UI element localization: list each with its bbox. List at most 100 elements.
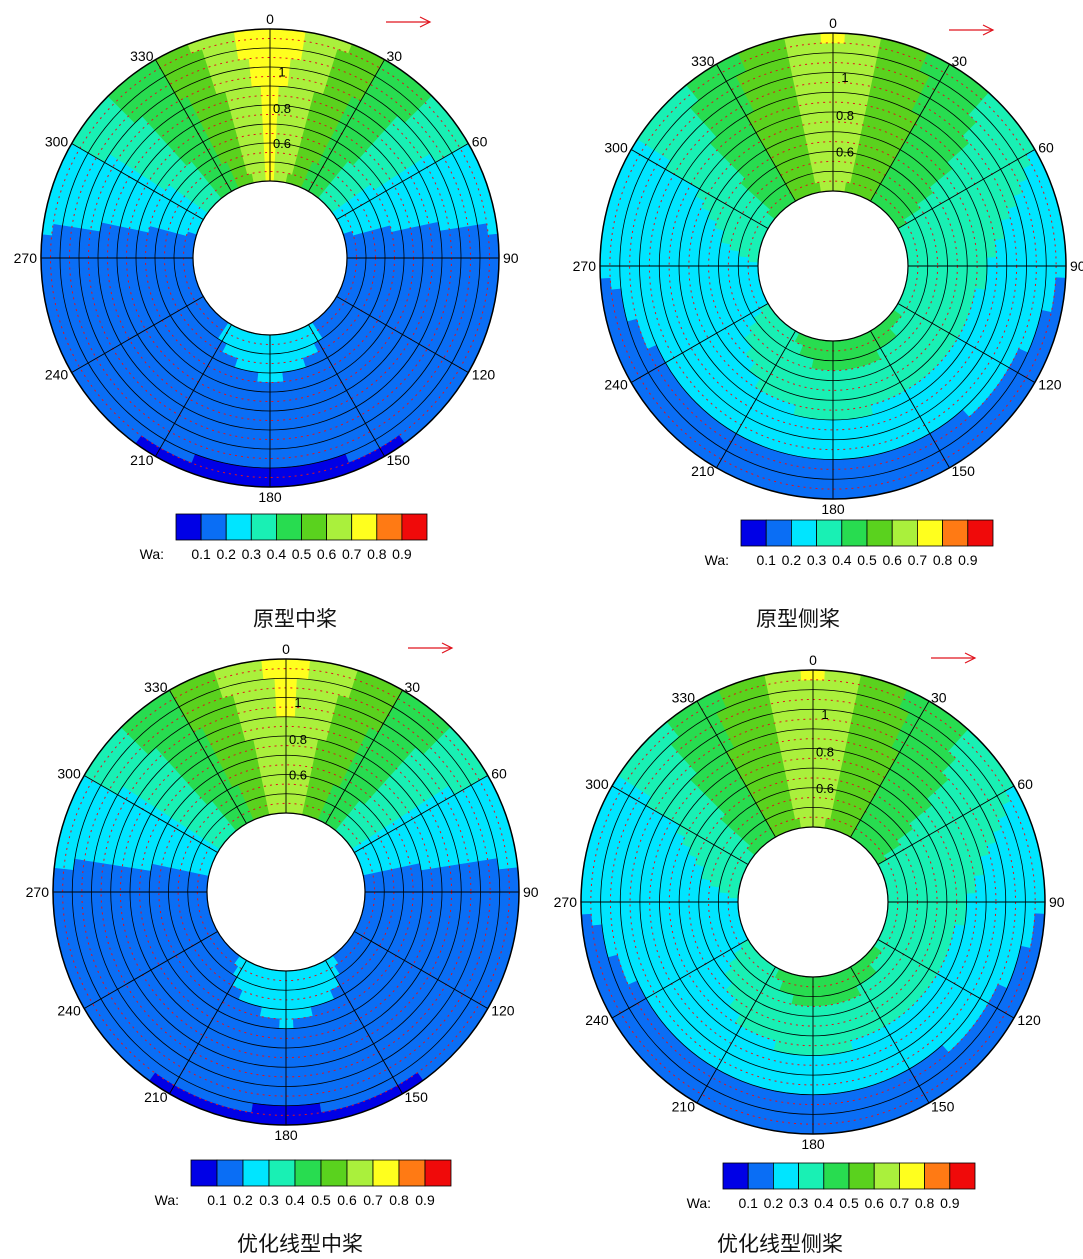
contour-cell bbox=[289, 446, 302, 458]
contour-cell bbox=[285, 1028, 294, 1039]
contour-cell bbox=[173, 252, 184, 259]
contour-cell bbox=[374, 886, 385, 893]
contour-cell bbox=[797, 43, 812, 56]
angle-label: 300 bbox=[604, 140, 628, 156]
contour-cell bbox=[251, 85, 262, 97]
contour-cell bbox=[851, 73, 864, 85]
contour-cell bbox=[239, 67, 252, 80]
contour-cell bbox=[129, 875, 141, 885]
contour-cell bbox=[459, 267, 471, 280]
contour-cell bbox=[1045, 265, 1057, 278]
colorbar-tick-label: 0.4 bbox=[832, 552, 852, 568]
contour-cell bbox=[412, 877, 423, 886]
contour-cell bbox=[927, 260, 938, 267]
contour-cell bbox=[820, 488, 834, 500]
colorbar-swatch bbox=[225, 513, 252, 541]
colorbar-tick-label: 0.1 bbox=[191, 546, 211, 562]
contour-cell bbox=[844, 33, 858, 45]
contour-cell bbox=[149, 898, 160, 907]
contour-cell bbox=[467, 278, 480, 292]
contour-cell bbox=[854, 43, 869, 56]
grid-spoke bbox=[716, 63, 796, 202]
contour-cell bbox=[678, 257, 690, 267]
contour-cell bbox=[619, 243, 632, 256]
contour-cell bbox=[440, 266, 452, 278]
contour-cell bbox=[689, 279, 701, 289]
contour-cell bbox=[277, 400, 287, 412]
contour-cell bbox=[403, 891, 414, 899]
contour-cell bbox=[269, 372, 277, 383]
contour-cell bbox=[278, 1028, 287, 1039]
colorbar-swatch bbox=[175, 513, 202, 541]
colorbar-swatch bbox=[250, 513, 277, 541]
contour-cell bbox=[609, 254, 621, 267]
contour-cell bbox=[639, 275, 651, 287]
contour-cell bbox=[98, 274, 110, 286]
contour-cell bbox=[274, 343, 281, 355]
contour-cell bbox=[431, 239, 443, 250]
contour-cell bbox=[708, 271, 720, 280]
contour-cell bbox=[88, 238, 100, 250]
contour-cell bbox=[440, 238, 452, 250]
contour-cell bbox=[269, 382, 278, 393]
contour-cell bbox=[412, 884, 424, 893]
contour-cell bbox=[994, 238, 1007, 250]
contour-cell bbox=[393, 885, 404, 893]
contour-cell bbox=[177, 891, 189, 898]
contour-cell bbox=[421, 876, 433, 886]
contour-cell bbox=[737, 265, 749, 272]
contour-cell bbox=[842, 458, 855, 470]
contour-cell bbox=[688, 258, 700, 267]
contour-cell bbox=[852, 456, 866, 469]
contour-cell bbox=[59, 235, 71, 248]
contour-cell bbox=[1014, 284, 1026, 297]
contour-cell bbox=[40, 269, 53, 283]
contour-cell bbox=[825, 121, 834, 133]
contour-cell bbox=[668, 257, 680, 267]
contour-cell bbox=[421, 240, 433, 251]
angle-label: 30 bbox=[387, 48, 403, 64]
contour-cell bbox=[842, 448, 854, 460]
contour-cell bbox=[280, 38, 294, 50]
outer-border bbox=[599, 32, 1067, 500]
angle-label: 210 bbox=[691, 463, 715, 479]
colorbar-swatch bbox=[891, 519, 918, 547]
contour-cell bbox=[402, 235, 414, 245]
contour-cell bbox=[97, 257, 109, 268]
contour-cell bbox=[107, 240, 119, 251]
contour-cell bbox=[247, 457, 260, 469]
contour-cell bbox=[600, 277, 612, 291]
contour-cell bbox=[824, 111, 834, 123]
contour-cell bbox=[78, 267, 90, 279]
contour-cell bbox=[650, 283, 662, 296]
contour-cell bbox=[422, 884, 433, 893]
angle-label: 0 bbox=[829, 15, 837, 31]
grid-spoke bbox=[630, 303, 769, 383]
contour-cell bbox=[78, 257, 90, 269]
contour-cell bbox=[139, 884, 150, 893]
contour-cell bbox=[439, 275, 451, 287]
contour-cell bbox=[846, 398, 856, 410]
contour-cell bbox=[278, 85, 289, 97]
contour-cell bbox=[996, 265, 1008, 276]
contour-cell bbox=[995, 274, 1007, 285]
contour-cell bbox=[285, 783, 292, 795]
contour-cell bbox=[257, 142, 265, 154]
contour-cell bbox=[245, 105, 256, 117]
flow-arrow bbox=[386, 16, 432, 28]
contour-cell bbox=[278, 1018, 287, 1030]
contour-cell bbox=[813, 82, 825, 94]
contour-cell bbox=[249, 66, 261, 78]
contour-cell bbox=[258, 38, 271, 49]
contour-cell bbox=[808, 487, 822, 499]
contour-cell bbox=[955, 244, 967, 254]
contour-cell bbox=[439, 229, 451, 241]
contour-cell bbox=[488, 245, 500, 259]
contour-cell bbox=[187, 891, 198, 898]
contour-cell bbox=[826, 380, 834, 391]
contour-cell bbox=[832, 429, 843, 441]
contour-cell bbox=[832, 449, 844, 460]
contour-cell bbox=[832, 32, 846, 44]
contour-cell bbox=[728, 270, 740, 278]
contour-cell bbox=[1043, 287, 1056, 302]
